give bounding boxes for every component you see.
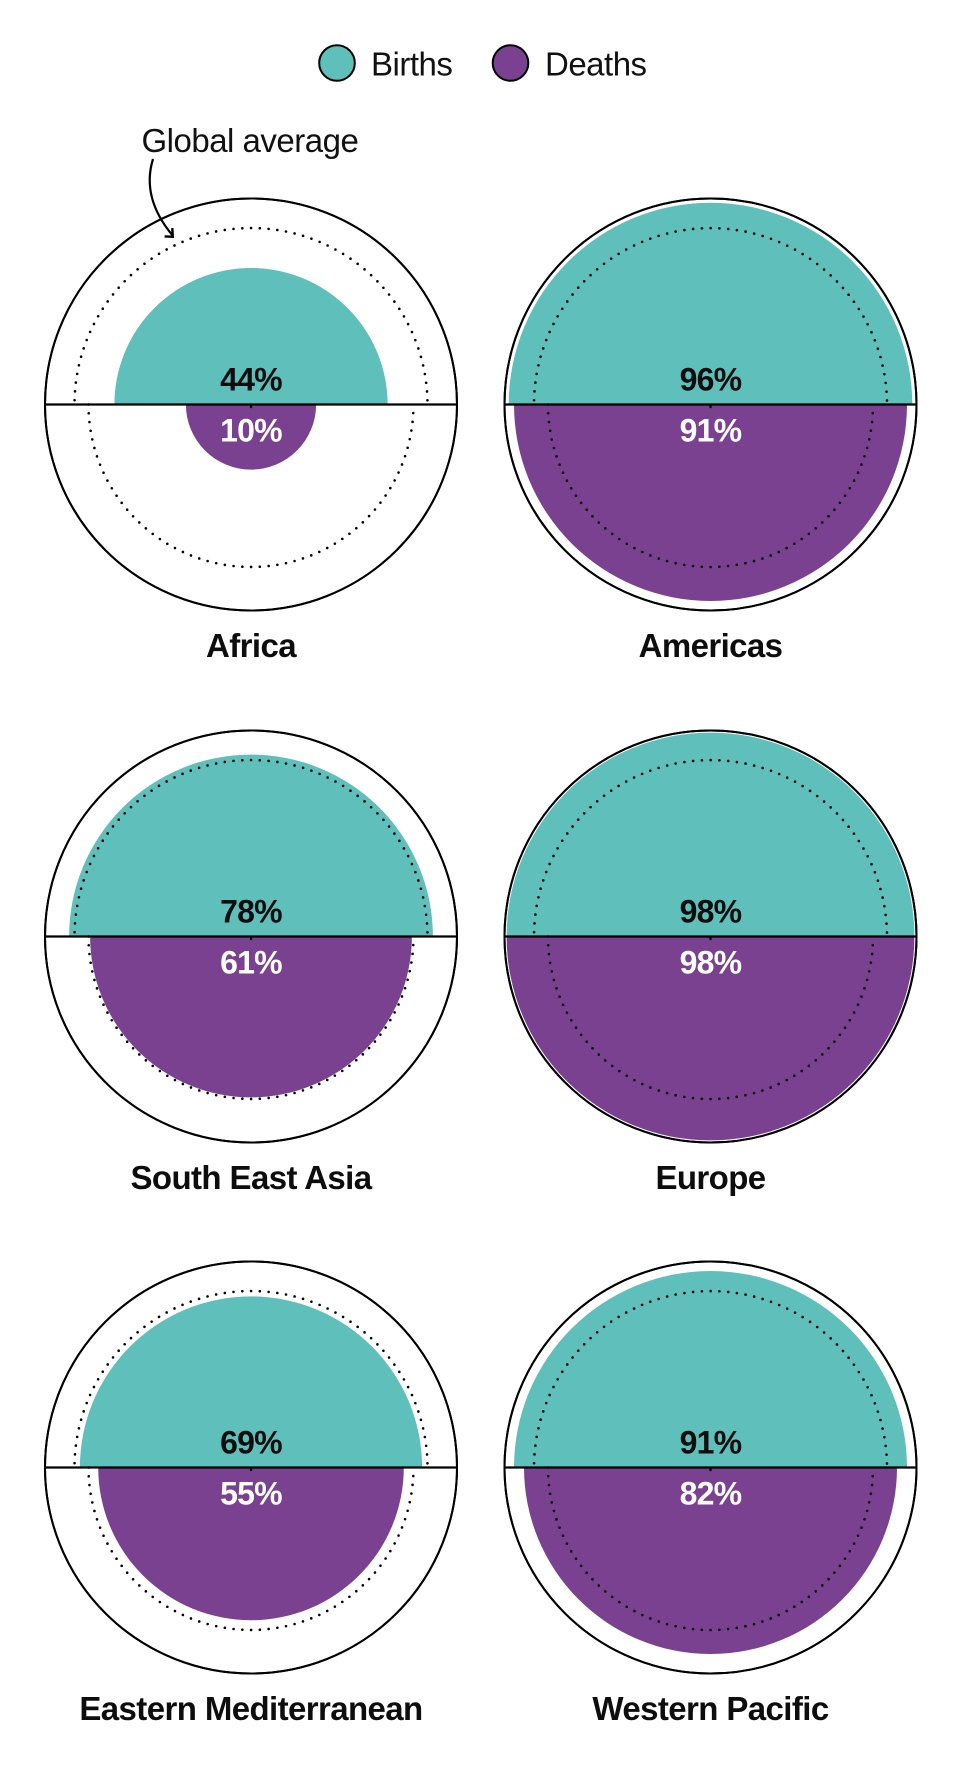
svg-text:South East Asia: South East Asia — [131, 1159, 373, 1196]
svg-text:Europe: Europe — [655, 1159, 765, 1196]
svg-text:Global average: Global average — [142, 122, 359, 159]
svg-text:98%: 98% — [680, 894, 742, 930]
svg-text:Births: Births — [371, 46, 452, 83]
svg-text:Eastern Mediterranean: Eastern Mediterranean — [79, 1690, 422, 1727]
svg-text:98%: 98% — [680, 945, 742, 981]
svg-text:78%: 78% — [220, 894, 282, 930]
svg-text:Deaths: Deaths — [545, 46, 647, 83]
svg-text:Americas: Americas — [639, 627, 783, 664]
svg-text:91%: 91% — [680, 413, 742, 449]
svg-text:10%: 10% — [220, 413, 282, 449]
svg-text:55%: 55% — [220, 1476, 282, 1512]
svg-text:69%: 69% — [220, 1425, 282, 1461]
svg-text:44%: 44% — [220, 362, 282, 398]
svg-text:96%: 96% — [680, 362, 742, 398]
svg-text:91%: 91% — [680, 1425, 742, 1461]
svg-text:Western Pacific: Western Pacific — [592, 1690, 828, 1727]
svg-text:Africa: Africa — [206, 627, 297, 664]
svg-text:61%: 61% — [220, 945, 282, 981]
svg-text:82%: 82% — [680, 1476, 742, 1512]
